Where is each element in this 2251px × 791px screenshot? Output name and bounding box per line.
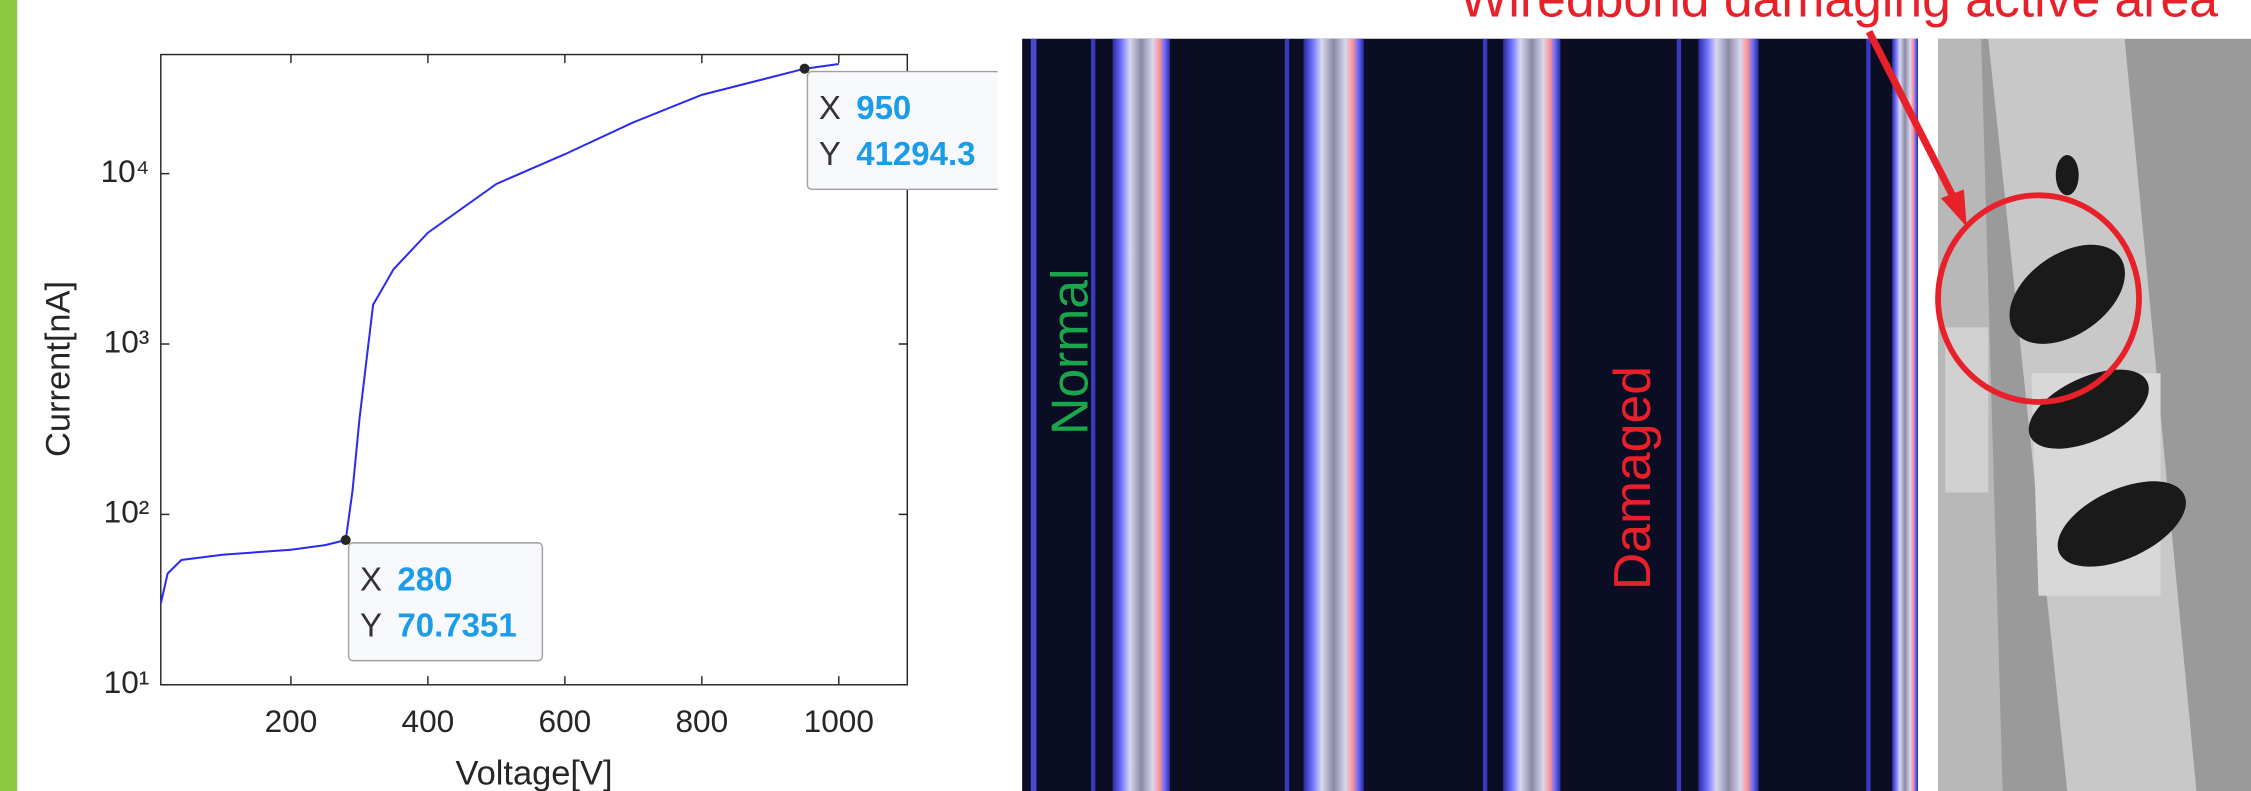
datatip-key: Y (819, 135, 841, 172)
x-tick-label: 600 (539, 703, 592, 739)
chart: Voltage[V] Current[nA] 200 400 600 800 1000 1… (39, 55, 1001, 791)
y-tick-label: 10⁴ (101, 153, 150, 189)
datatip-key: Y (360, 606, 382, 643)
wirebond-photo (1869, 32, 2251, 791)
y-tick-label: 10³ (104, 323, 150, 359)
border (0, 0, 17, 791)
wirebond-annotation: Wiredbond damaging active area (1460, 0, 2219, 28)
x-tick-label: 1000 (804, 703, 874, 739)
datatip-marker (341, 535, 351, 545)
x-tick-label: 400 (402, 703, 455, 739)
figure: Voltage[V] Current[nA] 200 400 600 800 1000 1… (0, 0, 2251, 791)
y-tick-label: 10² (104, 494, 150, 530)
y-tick-label: 10¹ (104, 664, 150, 700)
damaged-label: Damaged (1603, 366, 1661, 590)
datatip-value: 280 (397, 560, 452, 597)
x-tick-label: 800 (675, 703, 728, 739)
y-axis-label: Current[nA] (39, 281, 77, 457)
datatip-value: 950 (856, 89, 911, 126)
datatip-value: 70.7351 (397, 606, 516, 643)
x-tick-label: 200 (265, 703, 318, 739)
microscope-photo: Normal Damaged (1022, 39, 1918, 791)
datatip-key: X (819, 89, 841, 126)
normal-label: Normal (1040, 268, 1098, 435)
x-axis-label: Voltage[V] (456, 754, 613, 791)
datatip-key: X (360, 560, 382, 597)
datatip-value: 41294.3 (856, 135, 975, 172)
datatip-marker (800, 64, 810, 74)
